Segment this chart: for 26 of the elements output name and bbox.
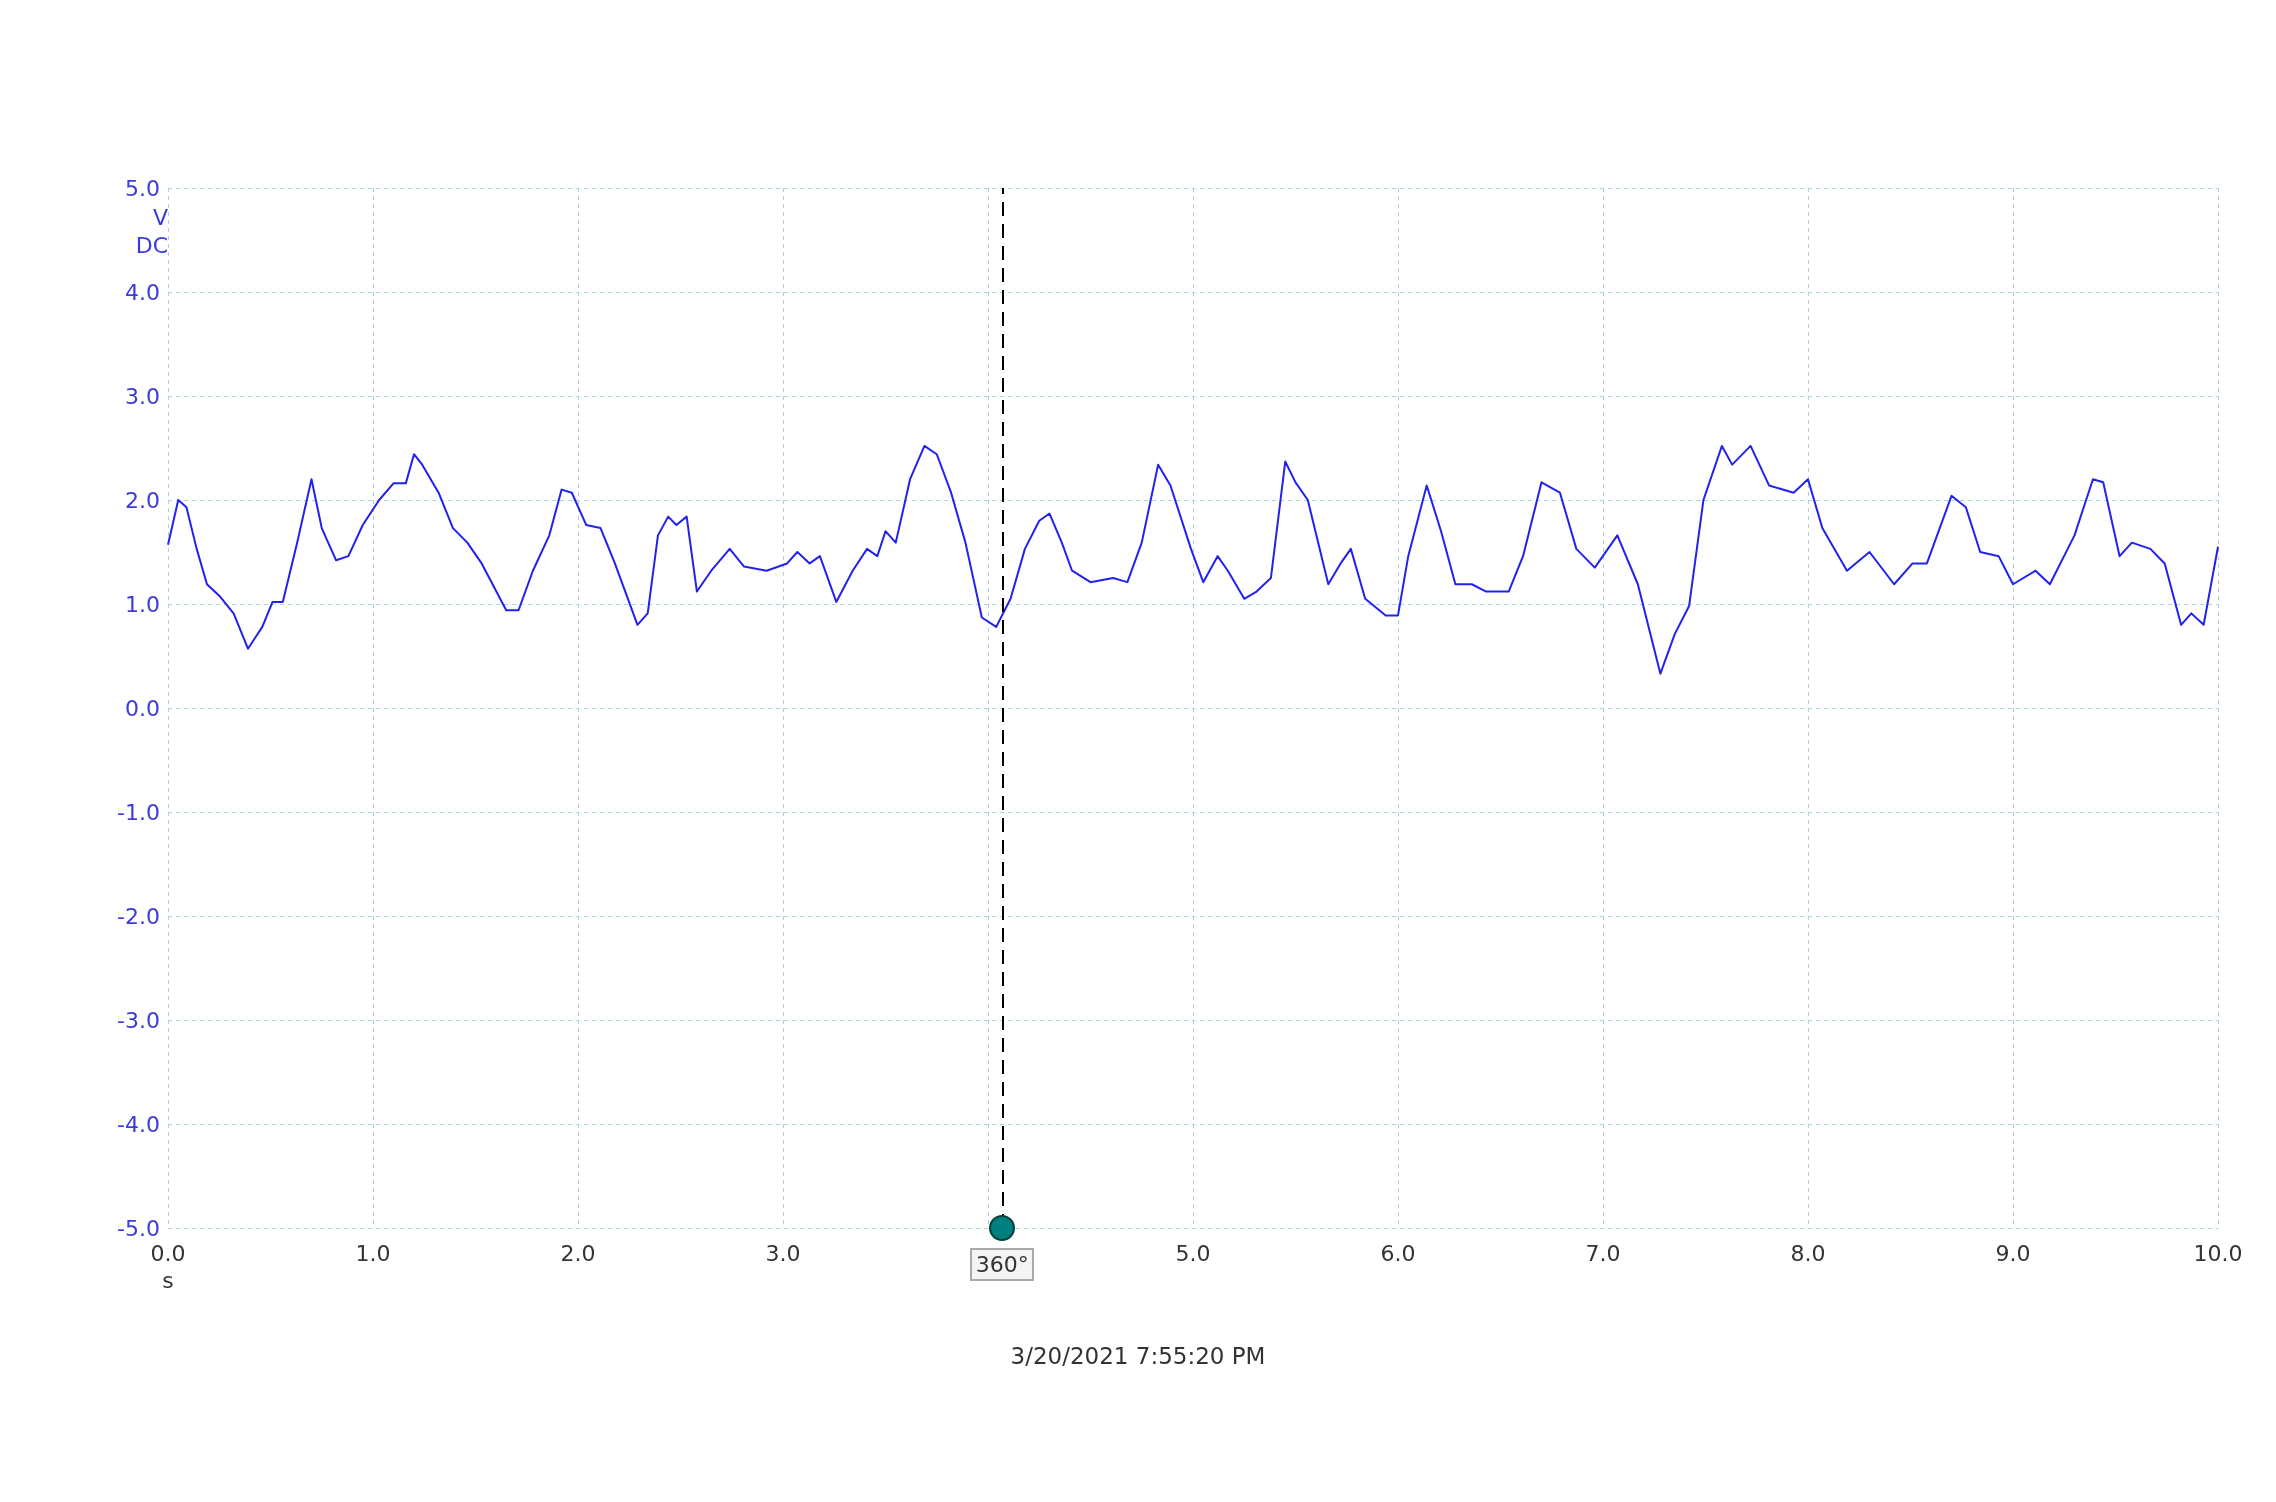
y-axis-title: V DC [134, 204, 168, 260]
x-tick-label: 8.0 [1790, 1240, 1826, 1266]
x-tick-label: 5.0 [1175, 1240, 1211, 1266]
y-tick-label: -1.0 [117, 799, 160, 825]
x-tick-label: 0.0 [150, 1240, 186, 1266]
x-tick-label: 9.0 [1995, 1240, 2031, 1266]
x-tick-label: 10.0 [2193, 1240, 2243, 1266]
y-tick-label: 4.0 [125, 279, 160, 305]
x-tick-label: 2.0 [560, 1240, 596, 1266]
y-tick-label: -3.0 [117, 1007, 160, 1033]
line-series [167, 444, 2219, 675]
y-tick-label: 2.0 [125, 487, 160, 513]
x-tick-label: 1.0 [355, 1240, 391, 1266]
annotation: 360° [970, 1248, 1035, 1281]
y-tick-label: -4.0 [117, 1111, 160, 1137]
y-tick-label: -5.0 [117, 1215, 160, 1241]
y-tick-label: 1.0 [125, 591, 160, 617]
x-tick-label: 3.0 [765, 1240, 801, 1266]
y-tick-label: 3.0 [125, 383, 160, 409]
y-tick-label: 5.0 [125, 175, 160, 201]
y-tick-label: -2.0 [117, 903, 160, 929]
y-tick-label: 0.0 [125, 695, 160, 721]
x-axis-title: s [161, 1268, 175, 1293]
x-tick-label: 6.0 [1380, 1240, 1416, 1266]
x-tick-label: 7.0 [1585, 1240, 1621, 1266]
text: 3/20/2021 7:55:20 PM [1009, 1343, 1267, 1369]
